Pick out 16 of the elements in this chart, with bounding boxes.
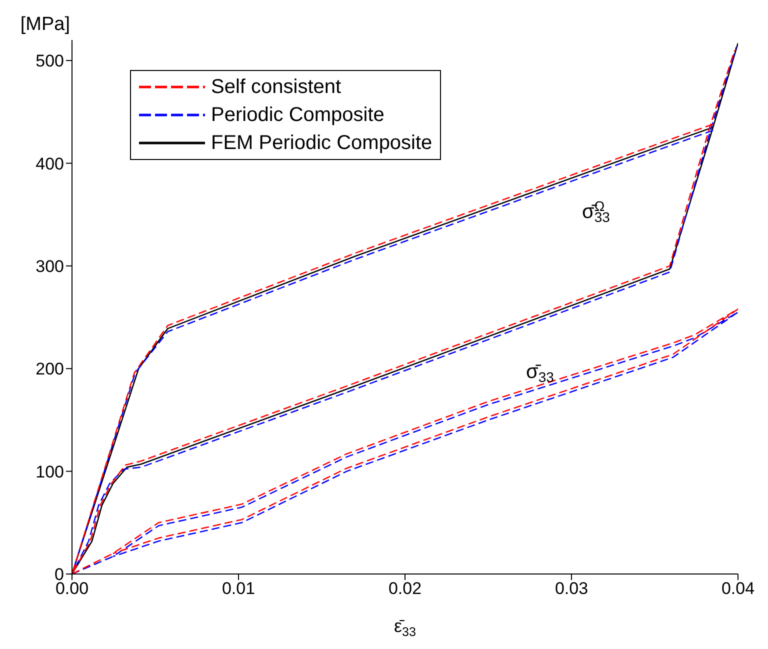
x-tick-label: 0.01 [222,579,256,598]
x-tick-label: 0.04 [721,579,755,598]
legend-label: Periodic Composite [211,103,384,128]
y-tick-label: 100 [36,462,64,482]
annotation: σ̄$_{33}$ [526,361,554,386]
y-tick-label: 400 [36,154,64,174]
x-axis-title: ε̄$_{33}$ [394,616,416,639]
x-tick-label: 0.02 [388,579,422,598]
legend-label: Self consistent [211,75,342,100]
y-tick-label: 500 [36,52,64,71]
y-tick-label: 200 [36,360,64,379]
x-tick-label: 0.03 [554,579,588,598]
y-axis-title: [MPa] [20,14,70,35]
legend-label: FEM Periodic Composite [211,131,432,156]
y-tick-label: 300 [36,256,64,276]
x-tick-label: 0.00 [55,579,89,598]
